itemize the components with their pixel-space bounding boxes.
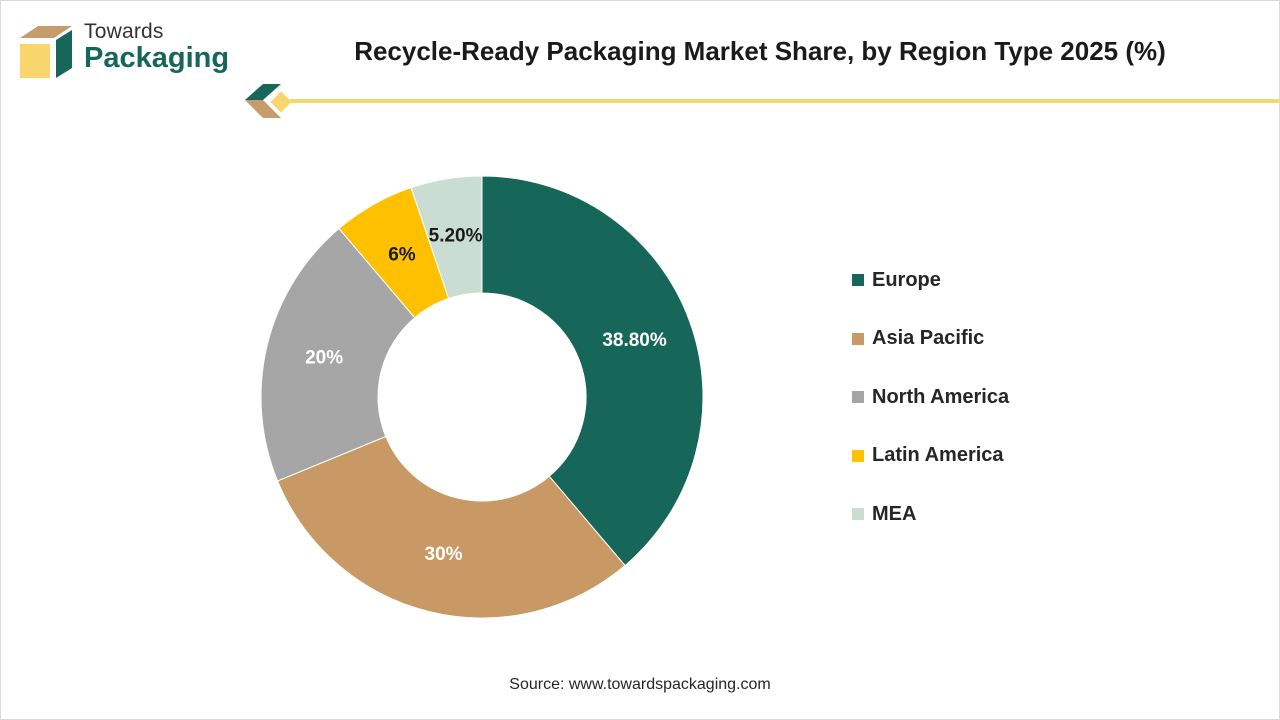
brand-logo: Towards Packaging	[16, 20, 236, 82]
donut-slices	[260, 175, 704, 619]
chart-legend: Europe Asia Pacific North America Latin Ame…	[852, 266, 1009, 559]
slice-mea	[410, 175, 483, 300]
legend-swatch	[852, 449, 864, 462]
legend-item-europe: Europe	[852, 266, 1009, 294]
legend-swatch	[852, 391, 864, 403]
brand-name-bottom: Packaging	[84, 42, 230, 74]
legend-label: Latin America	[872, 444, 1004, 466]
legend-swatch	[852, 332, 864, 345]
source-note: Source: www.towardspackaging.com	[509, 676, 771, 693]
slice-asia-pacific	[276, 435, 626, 619]
legend-swatch	[852, 508, 864, 520]
legend-label: Asia Pacific	[872, 327, 985, 349]
legend-label: MEA	[872, 502, 917, 525]
slice-label-latin-america: 6%	[388, 245, 416, 266]
legend-item-latin-america: Latin America	[852, 442, 1009, 470]
diamond-decoration-icon	[245, 84, 295, 118]
slice-label-asia-pacific: 30%	[425, 544, 463, 565]
legend-item-asia-pacific: Asia Pacific	[852, 325, 1009, 353]
legend-label: Europe	[872, 268, 941, 291]
legend-item-mea: MEA	[852, 500, 1009, 528]
slice-europe	[481, 175, 704, 567]
legend-label: North America	[872, 385, 1010, 408]
legend-swatch	[852, 274, 864, 286]
title-underline	[290, 99, 1280, 103]
chart-title: Recycle-Ready Packaging Market Share, by…	[354, 36, 1166, 66]
brand-name-top: Towards	[84, 20, 164, 43]
packaging-box-icon	[20, 26, 72, 78]
slice-label-europe: 38.80%	[602, 330, 667, 351]
legend-item-north-america: North America	[852, 383, 1009, 411]
donut-labels: 38.80% 30% 20% 6% 5.20%	[305, 226, 667, 565]
slice-north-america	[260, 227, 416, 482]
slice-label-north-america: 20%	[305, 348, 343, 369]
slice-label-mea: 5.20%	[429, 226, 483, 247]
